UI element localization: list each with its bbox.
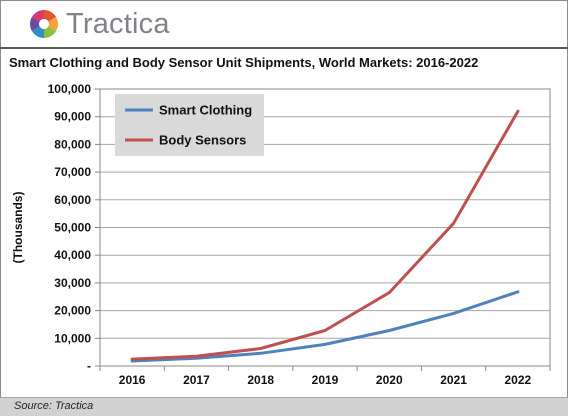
x-tick-label: 2018: [247, 373, 274, 387]
plot-frame: [99, 88, 551, 367]
y-tick-label: 40,000: [54, 248, 91, 262]
y-tick-label: 60,000: [54, 193, 91, 207]
y-tick-label: 30,000: [54, 276, 91, 290]
legend-label: Body Sensors: [159, 133, 246, 148]
legend-label: Smart Clothing: [159, 103, 252, 118]
tractica-logo-icon: [30, 10, 58, 38]
y-tick-label: 20,000: [54, 304, 91, 318]
x-tick-label: 2017: [183, 373, 210, 387]
line-chart: - 10,000 20,000 30,000 40,000 50,000 60,000 70,…: [11, 82, 551, 387]
source-note: Source: Tractica: [14, 400, 94, 412]
y-tick-label: 10,000: [54, 331, 91, 345]
y-tick-label: 90,000: [54, 110, 91, 124]
brand-name: Tractica: [66, 8, 170, 40]
series-line-smart-clothing: [130, 290, 520, 363]
x-tick-label: 2020: [376, 373, 403, 387]
y-tick-label: 100,000: [48, 82, 92, 96]
x-tick-label: 2022: [505, 373, 532, 387]
y-axis-title: (Thousands): [11, 192, 25, 264]
legend-box: [115, 94, 264, 156]
series-line-body-sensors: [130, 109, 520, 361]
header-divider: [0, 47, 568, 49]
x-tick-label: 2021: [440, 373, 467, 387]
y-tick-label: 80,000: [54, 137, 91, 151]
x-tick-label: 2019: [312, 373, 339, 387]
chart-title: Smart Clothing and Body Sensor Unit Ship…: [9, 55, 479, 70]
source-bar: Source: Tractica: [0, 397, 568, 416]
y-tick-label: 50,000: [54, 221, 91, 235]
y-tick-label: 70,000: [54, 165, 91, 179]
y-tick-label: -: [87, 359, 91, 373]
x-tick-label: 2016: [119, 373, 146, 387]
tractica-logo: Tractica: [28, 6, 170, 42]
